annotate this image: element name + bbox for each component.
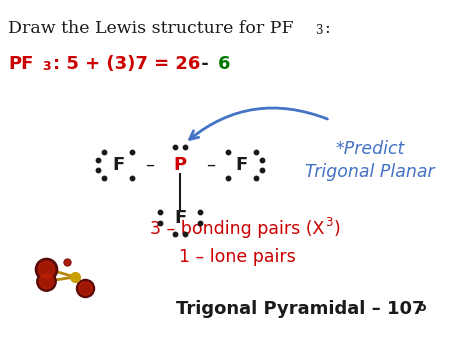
Text: 6: 6 — [218, 55, 230, 73]
Text: 3 – bonding pairs (X: 3 – bonding pairs (X — [150, 220, 324, 238]
FancyArrowPatch shape — [190, 108, 328, 140]
Text: 3: 3 — [42, 60, 51, 73]
Text: o: o — [418, 301, 427, 314]
Text: Draw the Lewis structure for PF: Draw the Lewis structure for PF — [8, 20, 293, 37]
Text: 1 – lone pairs: 1 – lone pairs — [179, 248, 295, 266]
Text: Trigonal Pyramidal – 107: Trigonal Pyramidal – 107 — [176, 300, 424, 318]
Text: 3: 3 — [315, 24, 322, 37]
Text: PF: PF — [8, 55, 33, 73]
Text: F: F — [236, 156, 248, 174]
Text: F: F — [174, 209, 186, 227]
Text: -: - — [195, 55, 215, 73]
Text: P: P — [173, 156, 187, 174]
Text: Trigonal Planar: Trigonal Planar — [305, 163, 435, 181]
Text: –: – — [145, 156, 154, 174]
Text: 3: 3 — [325, 216, 332, 229]
Text: *Predict: *Predict — [335, 140, 405, 158]
Text: F: F — [112, 156, 125, 174]
Text: –: – — [207, 156, 215, 174]
Text: :: : — [324, 20, 330, 37]
Text: : 5 + (3)7 = 26: : 5 + (3)7 = 26 — [53, 55, 201, 73]
Text: ): ) — [334, 220, 341, 238]
